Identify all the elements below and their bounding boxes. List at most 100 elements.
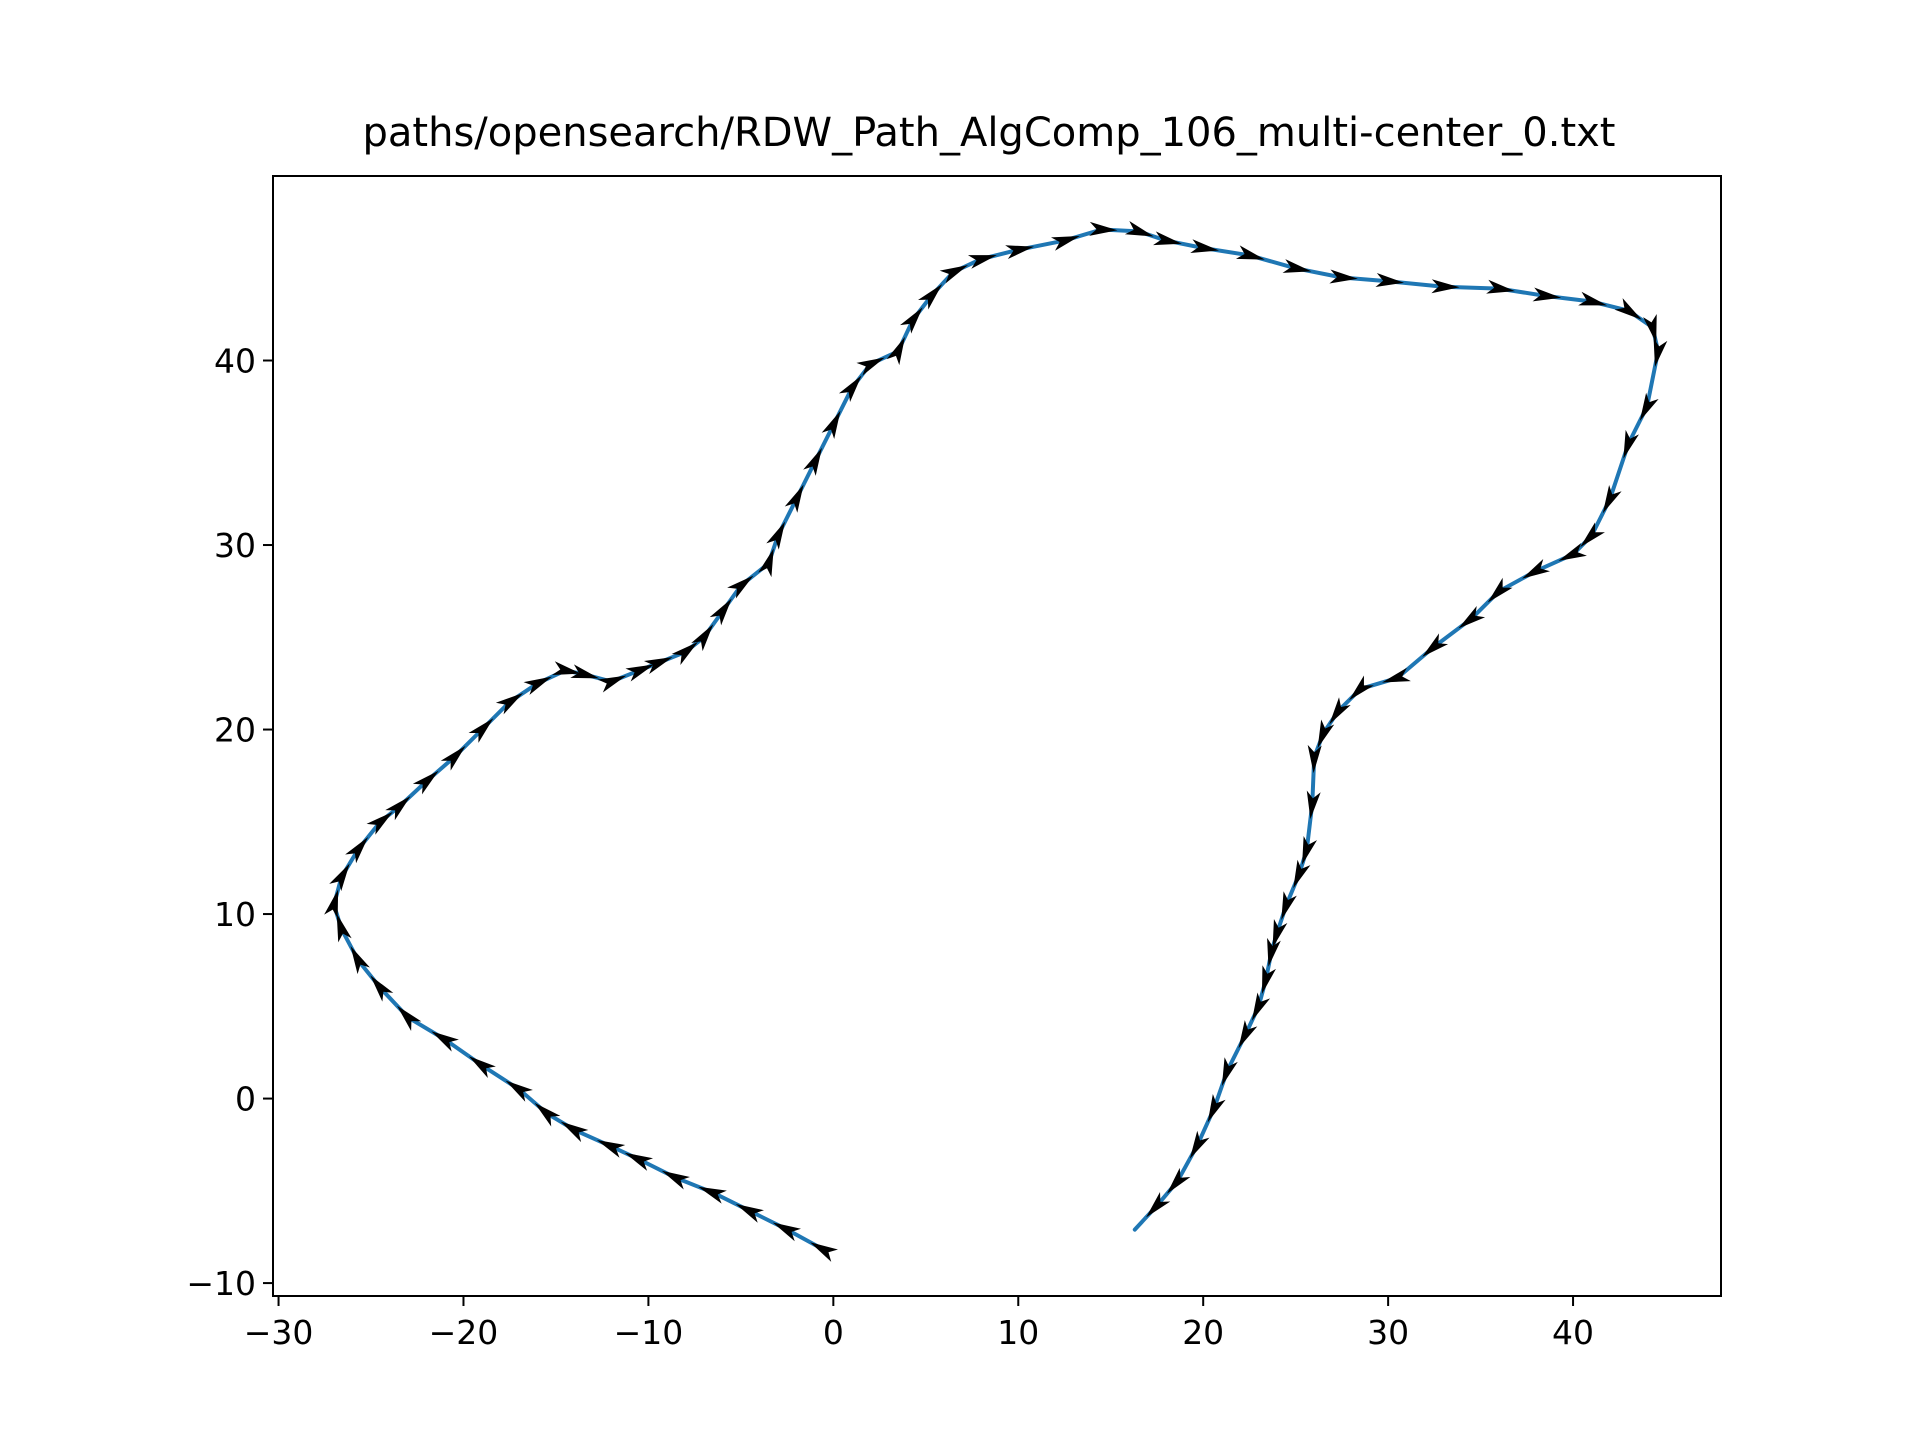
direction-arrow bbox=[495, 693, 524, 715]
direction-arrow bbox=[1532, 287, 1562, 302]
arrow-head bbox=[1532, 287, 1562, 302]
direction-arrow bbox=[1153, 231, 1182, 246]
arrow-head bbox=[1050, 236, 1080, 251]
direction-arrow bbox=[523, 676, 552, 695]
direction-arrow bbox=[350, 946, 370, 975]
arrow-head bbox=[1375, 273, 1405, 287]
direction-arrow bbox=[597, 675, 627, 693]
y-tick-label: −10 bbox=[186, 1264, 256, 1303]
arrow-head bbox=[385, 796, 411, 821]
arrow-head bbox=[1522, 558, 1550, 579]
arrow-head bbox=[766, 521, 786, 550]
x-tick-label: 10 bbox=[997, 1313, 1039, 1352]
arrow-head bbox=[1653, 338, 1668, 367]
arrow-head bbox=[370, 975, 394, 1002]
direction-arrow bbox=[1329, 269, 1358, 284]
direction-arrow bbox=[772, 1222, 801, 1242]
x-tick-label: −30 bbox=[244, 1313, 314, 1352]
arrow-head bbox=[886, 336, 905, 366]
direction-arrow bbox=[810, 1242, 838, 1262]
direction-arrow bbox=[1282, 259, 1312, 273]
direction-arrow bbox=[1522, 558, 1550, 579]
arrow-head bbox=[523, 676, 552, 695]
direction-arrow bbox=[1302, 835, 1318, 865]
arrow-head bbox=[691, 624, 714, 652]
direction-arrow bbox=[336, 913, 352, 943]
direction-arrow bbox=[552, 661, 581, 676]
direction-arrow bbox=[1207, 1093, 1226, 1123]
arrow-head bbox=[784, 484, 804, 513]
direction-arrow bbox=[661, 1170, 690, 1190]
direction-arrow bbox=[412, 770, 439, 795]
arrow-head bbox=[625, 664, 655, 682]
arrow-head bbox=[1235, 245, 1265, 260]
x-tick-label: 40 bbox=[1552, 1313, 1594, 1352]
direction-arrow bbox=[624, 1152, 654, 1171]
direction-arrow bbox=[643, 657, 673, 675]
direction-arrow bbox=[560, 1121, 589, 1143]
direction-arrow bbox=[468, 1056, 496, 1079]
direction-arrow bbox=[1146, 1192, 1171, 1218]
direction-arrow bbox=[821, 410, 841, 439]
arrow-head bbox=[570, 664, 600, 679]
x-tick-label: 20 bbox=[1182, 1313, 1224, 1352]
direction-arrow bbox=[596, 1139, 626, 1158]
direction-arrow bbox=[324, 889, 339, 919]
direction-arrow bbox=[1293, 859, 1311, 889]
arrow-head bbox=[1189, 1130, 1210, 1159]
arrow-head bbox=[643, 657, 673, 675]
arrow-head bbox=[1190, 239, 1219, 254]
arrow-head bbox=[1306, 790, 1321, 820]
direction-arrow bbox=[967, 255, 997, 269]
arrow-head bbox=[1614, 298, 1642, 320]
arrow-head bbox=[1486, 279, 1515, 294]
direction-arrow bbox=[1306, 790, 1321, 820]
direction-arrow bbox=[1580, 522, 1605, 548]
direction-arrow bbox=[900, 307, 923, 334]
arrow-head bbox=[803, 447, 822, 476]
arrow-head bbox=[1267, 937, 1281, 967]
direction-arrow bbox=[918, 284, 943, 310]
arrow-head bbox=[918, 284, 943, 310]
arrow-head bbox=[1146, 1192, 1171, 1218]
direction-arrow bbox=[397, 1005, 422, 1031]
arrow-head bbox=[596, 1139, 626, 1158]
arrow-head bbox=[1329, 697, 1351, 725]
direction-arrow bbox=[1272, 918, 1288, 948]
arrow-head bbox=[967, 255, 997, 269]
direction-arrow bbox=[766, 521, 786, 550]
direction-arrow bbox=[1238, 1020, 1258, 1049]
arrow-head bbox=[336, 913, 352, 943]
direction-arrow bbox=[1307, 744, 1322, 774]
arrow-head bbox=[735, 1203, 764, 1223]
arrow-head bbox=[397, 1005, 422, 1031]
arrow-head bbox=[1166, 1167, 1191, 1194]
arrow-head bbox=[1272, 918, 1288, 948]
arrow-head bbox=[900, 307, 923, 334]
arrow-head bbox=[1281, 891, 1297, 920]
arrow-head bbox=[1005, 245, 1034, 260]
y-axis: −10 0 10 20 30 40 bbox=[186, 342, 273, 1303]
arrow-head bbox=[345, 837, 369, 864]
direction-arrow bbox=[1602, 485, 1622, 514]
direction-arrow bbox=[735, 1203, 764, 1223]
x-tick-label: −10 bbox=[614, 1313, 684, 1352]
arrow-head bbox=[758, 548, 774, 578]
x-tick-label: 30 bbox=[1367, 1313, 1409, 1352]
direction-arrow bbox=[505, 1080, 533, 1102]
arrow-head bbox=[552, 661, 581, 676]
direction-arrow bbox=[698, 1186, 727, 1204]
arrow-head bbox=[597, 675, 627, 693]
direction-arrow bbox=[856, 357, 885, 376]
arrow-head bbox=[1124, 220, 1154, 237]
arrow-head bbox=[821, 410, 841, 439]
arrow-head bbox=[468, 1056, 496, 1079]
arrow-head bbox=[727, 575, 754, 599]
arrow-head bbox=[709, 598, 732, 626]
direction-arrow bbox=[1221, 1057, 1238, 1087]
arrow-head bbox=[810, 1242, 838, 1262]
arrow-head bbox=[329, 863, 350, 892]
y-tick-label: 30 bbox=[214, 526, 256, 565]
direction-arrow bbox=[1349, 675, 1374, 701]
arrow-head bbox=[1458, 606, 1486, 629]
